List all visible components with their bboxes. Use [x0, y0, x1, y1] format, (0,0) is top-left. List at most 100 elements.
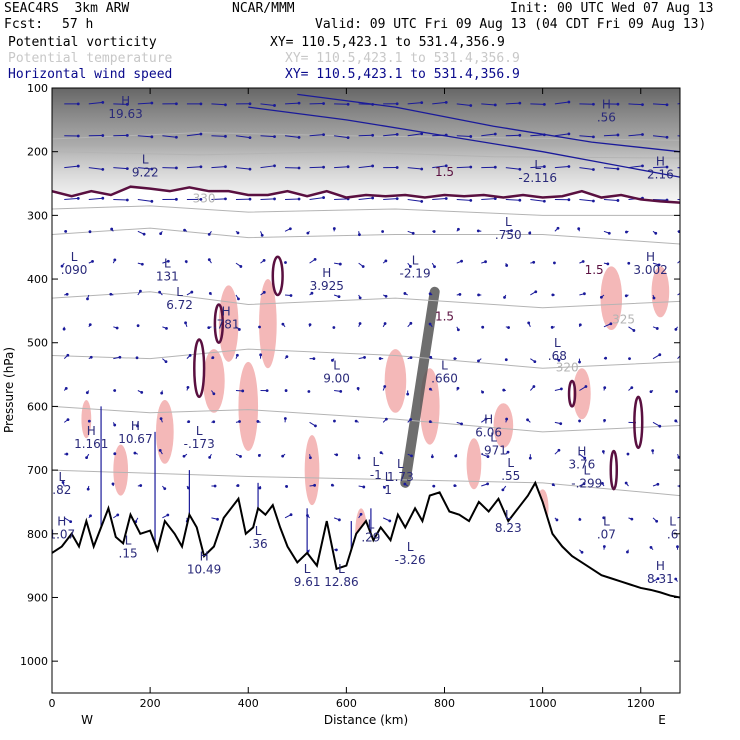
wind-vector-head — [184, 321, 187, 325]
wind-vector-head — [606, 262, 610, 266]
wind-vector-head — [533, 360, 537, 364]
wind-vector-head — [371, 133, 375, 137]
wind-vector-head — [284, 389, 288, 392]
theta-contour — [52, 205, 680, 216]
wind-vector-head — [567, 132, 571, 136]
wind-vector-head — [578, 518, 582, 521]
wind-vector-head — [581, 260, 585, 263]
wind-vector-head — [444, 197, 448, 200]
high-marker: H — [57, 514, 66, 528]
isotach-contour — [248, 106, 680, 178]
wind-vector-head — [113, 452, 117, 456]
wind-vector-head — [432, 230, 436, 233]
wind-vector-head — [542, 103, 546, 106]
wind-vector-head — [420, 167, 424, 171]
low-marker: L — [125, 534, 132, 548]
wind-vector-head — [166, 259, 170, 263]
marker-value: 9.22 — [132, 166, 159, 180]
wind-vector-head — [356, 387, 360, 390]
marker-value: 9.00 — [323, 371, 350, 385]
terrain — [52, 480, 680, 693]
wind-vector-head — [235, 353, 239, 357]
wind-vector-head — [331, 358, 334, 362]
wind-vector-head — [674, 577, 678, 581]
wind-vector-head — [288, 227, 292, 231]
low-marker: L — [255, 524, 262, 538]
wind-vector-head — [337, 518, 341, 522]
wind-vector-head — [580, 550, 584, 554]
wind-vector-head — [444, 164, 448, 168]
west-label: W — [81, 713, 93, 727]
wind-vector-head — [91, 259, 94, 263]
wind-vector-head — [378, 357, 382, 360]
wind-vector — [407, 167, 422, 170]
wind-vector — [260, 103, 275, 106]
low-marker: L — [304, 562, 311, 576]
wind-vector-head — [236, 484, 240, 487]
wind-vector-head — [333, 419, 336, 423]
wind-vector-head — [626, 550, 629, 554]
high-marker: H — [484, 413, 493, 427]
wind-vector-head — [113, 423, 117, 427]
wind-vector-head — [273, 135, 276, 139]
wind-vector — [285, 102, 300, 105]
field-name-pv: Potential vorticity — [8, 35, 157, 50]
wind-vector-head — [65, 292, 69, 296]
wind-vector-head — [469, 165, 473, 169]
y-axis-label: Pressure (hPa) — [2, 347, 16, 433]
low-marker: L — [71, 250, 78, 264]
wind-vector-head — [262, 258, 266, 262]
wind-vector-head — [481, 325, 485, 329]
wind-vector-head — [339, 389, 343, 393]
wind-vector-head — [381, 230, 384, 233]
wind-vector-head — [361, 265, 365, 268]
wind-vector-head — [630, 517, 634, 521]
wind-vector — [260, 165, 275, 169]
pv-shading-blob — [384, 349, 407, 413]
wind-vector-head — [313, 257, 317, 261]
wind-vector-head — [469, 104, 473, 107]
wind-vector-head — [609, 322, 613, 326]
wind-vector-head — [239, 265, 243, 268]
wind-vector-head — [493, 197, 497, 200]
wind-vector-head — [159, 417, 163, 421]
low-marker: L — [534, 158, 541, 172]
wind-vector-head — [592, 135, 595, 139]
tropopause-contour — [52, 185, 680, 204]
wind-vector-head — [199, 102, 203, 106]
wind-vector-head — [599, 295, 603, 299]
wind-vector — [603, 167, 618, 170]
wind-vector-head — [603, 386, 607, 390]
wind-vector-head — [212, 392, 216, 396]
wind-vector-head — [665, 103, 669, 107]
y-tick-label: 900 — [27, 591, 48, 604]
wind-vector-head — [125, 133, 129, 137]
wind-vector-head — [337, 295, 341, 299]
wind-vector-head — [113, 258, 117, 262]
wind-vector — [137, 198, 152, 202]
low-marker: L — [507, 456, 514, 470]
field-xy-wind: XY= 110.5,423.1 to 531.4,356.9 — [285, 67, 520, 82]
marker-value: 1 — [384, 483, 392, 497]
wind-vector-head — [334, 548, 338, 552]
wind-vector-head — [567, 198, 571, 202]
wind-vector-head — [76, 164, 80, 168]
wind-vector-head — [61, 481, 65, 484]
wind-vector-head — [285, 355, 289, 359]
wind-vector-head — [502, 388, 506, 392]
high-marker: H — [656, 559, 665, 573]
marker-value: .07 — [597, 527, 616, 541]
wind-vector-head — [188, 353, 192, 357]
wind-vector-head — [616, 102, 620, 106]
low-marker: L — [554, 336, 561, 350]
theta-label: 330 — [193, 192, 216, 206]
wind-vector — [334, 166, 349, 169]
wind-vector-head — [567, 100, 571, 104]
wind-vector-head — [174, 102, 178, 106]
field-name-theta: Potential temperature — [8, 51, 173, 66]
wind-vector-head — [310, 291, 314, 295]
wind-vector-head — [578, 323, 582, 327]
wind-vector-head — [551, 483, 555, 487]
wind-vector-head — [101, 101, 105, 104]
field-xy-pv: XY= 110.5,423.1 to 531.4,356.9 — [270, 35, 505, 50]
